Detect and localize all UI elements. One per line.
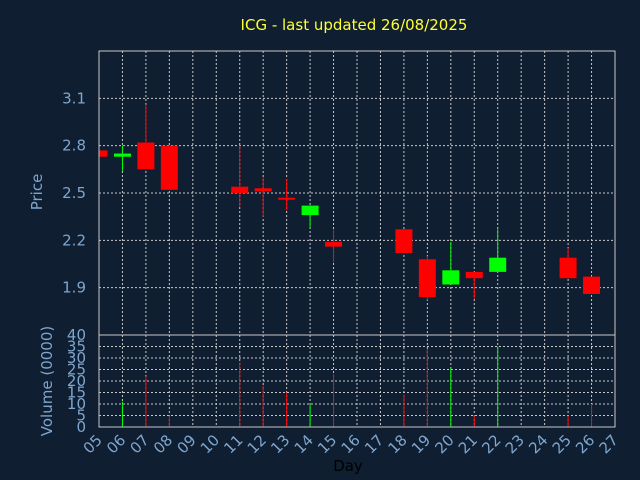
x-tick-label: 25 [549, 431, 575, 457]
price-axis-ticks: 1.9 2.2 2.5 2.8 3.1 [62, 89, 86, 296]
x-axis-ticks: 0506070809101112131415161718192021222324… [80, 431, 622, 457]
volume-tick-label: 15 [67, 384, 86, 402]
chart-title: ICG - last updated 26/08/2025 [241, 16, 468, 34]
x-axis-label: Day [333, 457, 363, 475]
price-tick-label: 2.2 [62, 231, 86, 249]
candle-body [99, 150, 108, 157]
grid-layer [99, 51, 615, 427]
volume-tick-label: 10 [67, 395, 86, 413]
x-tick-label: 23 [502, 431, 528, 457]
volume-axis-label: Volume (0000) [38, 326, 56, 436]
candle-body [583, 276, 601, 294]
candle-body [559, 257, 577, 279]
candle-body [137, 142, 155, 170]
x-tick-label: 21 [455, 431, 481, 457]
candle-body [278, 197, 296, 200]
x-tick-label: 08 [150, 431, 176, 457]
candles-layer [98, 104, 601, 301]
x-tick-label: 26 [572, 431, 598, 457]
x-tick-label: 16 [338, 431, 364, 457]
candle-body [418, 259, 436, 298]
x-tick-label: 07 [127, 431, 153, 457]
volume-panel-frame [98, 334, 616, 428]
volume-tick-label: 5 [76, 407, 86, 425]
candle-body [465, 271, 483, 279]
x-tick-label: 20 [431, 431, 457, 457]
x-tick-label: 18 [385, 431, 411, 457]
price-tick-label: 2.8 [62, 137, 86, 155]
x-tick-label: 27 [596, 431, 622, 457]
x-tick-label: 13 [267, 431, 293, 457]
x-tick-label: 14 [291, 431, 317, 457]
volume-tick-label: 40 [67, 326, 86, 344]
candle-body [395, 229, 413, 253]
x-tick-label: 17 [361, 431, 387, 457]
x-tick-label: 22 [478, 431, 504, 457]
x-tick-label: 12 [244, 431, 270, 457]
volume-tick-label: 0 [76, 418, 86, 436]
candle-body [442, 270, 460, 285]
candle-body [160, 145, 178, 190]
candle-body [489, 257, 507, 272]
volume-tick-label: 25 [67, 361, 86, 379]
candle-body [254, 188, 272, 192]
volume-tick-label: 35 [67, 338, 86, 356]
x-tick-label: 19 [408, 431, 434, 457]
x-tick-label: 09 [173, 431, 199, 457]
candle-body [113, 153, 131, 157]
x-tick-label: 15 [314, 431, 340, 457]
volume-tick-label: 20 [67, 372, 86, 390]
price-tick-label: 3.1 [62, 89, 86, 107]
candle-body [231, 186, 249, 193]
x-tick-label: 10 [197, 431, 223, 457]
volume-bars-layer [121, 346, 593, 427]
price-tick-label: 1.9 [62, 279, 86, 297]
candle-body [325, 241, 343, 247]
x-tick-label: 11 [220, 431, 246, 457]
candle-body [301, 205, 319, 216]
x-tick-label: 06 [103, 431, 129, 457]
price-tick-label: 2.5 [62, 184, 86, 202]
volume-tick-label: 30 [67, 349, 86, 367]
price-axis-label: Price [28, 174, 46, 211]
x-tick-label: 24 [525, 431, 551, 457]
